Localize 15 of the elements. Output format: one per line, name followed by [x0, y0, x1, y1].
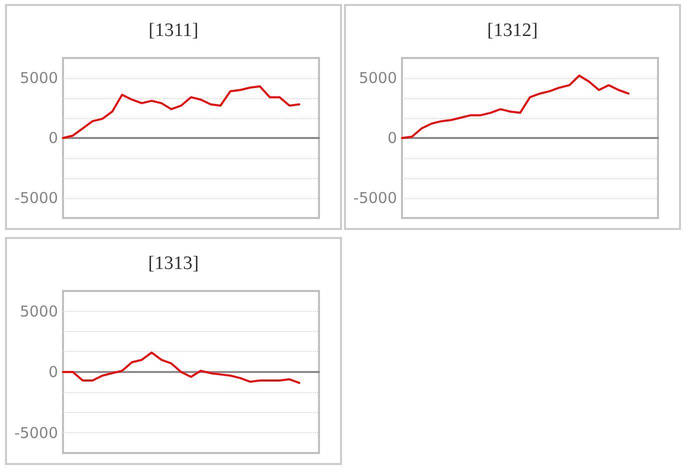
- y-tick-label: -5000: [14, 189, 58, 207]
- y-tick-label: 0: [387, 129, 397, 147]
- y-tick-label: 5000: [20, 69, 58, 87]
- y-tick-label: 5000: [20, 302, 58, 320]
- chart-title: [1311]: [148, 20, 198, 41]
- line-series: [401, 74, 630, 139]
- chart-title: [1312]: [487, 20, 538, 41]
- y-tick-label: -5000: [14, 424, 58, 442]
- y-tick-label: 0: [48, 129, 58, 147]
- y-tick-label: -5000: [353, 189, 397, 207]
- line-series: [62, 85, 300, 139]
- line-series: [62, 352, 300, 384]
- chart-title: [1313]: [148, 253, 199, 274]
- y-tick-label: 0: [48, 363, 58, 381]
- y-tick-label: 5000: [358, 69, 397, 87]
